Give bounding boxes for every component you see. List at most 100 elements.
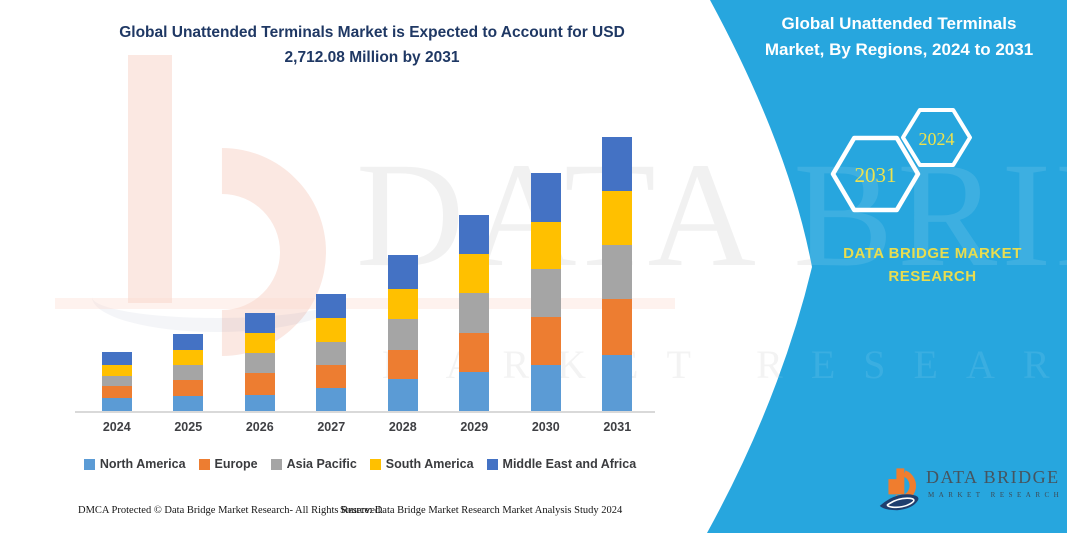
segment-north-america-2029 (459, 371, 490, 411)
segment-europe-2029 (459, 333, 490, 372)
legend-item-asia-pacific: Asia Pacific (270, 457, 357, 471)
segment-north-america-2027 (316, 388, 347, 411)
legend-swatch-asia-pacific (270, 458, 282, 470)
segment-middle-east-and-africa-2028 (387, 254, 418, 290)
bar-column-2026 (224, 130, 296, 411)
segment-asia-pacific-2027 (316, 341, 347, 365)
hexagon-2031-label: 2031 (855, 163, 897, 187)
legend-swatch-south-america (369, 458, 381, 470)
segment-north-america-2028 (387, 379, 418, 411)
page-title: Global Unattended Terminals Market is Ex… (80, 21, 664, 71)
segment-europe-2031 (602, 299, 633, 355)
footer-dmca-text: DMCA Protected © Data Bridge Market Rese… (78, 505, 383, 516)
legend-item-north-america: North America (83, 457, 186, 471)
hexagon-2024 (901, 108, 972, 167)
x-tick-2028: 2028 (388, 420, 417, 434)
bar-column-2024 (81, 130, 153, 411)
legend-item-middle-east-and-africa: Middle East and Africa (486, 457, 636, 471)
legend-item-europe: Europe (198, 457, 258, 471)
bar-2029 (459, 215, 490, 411)
segment-middle-east-and-africa-2027 (316, 293, 347, 319)
x-tick-2027: 2027 (317, 420, 346, 434)
watermark-band (55, 298, 675, 309)
segment-middle-east-and-africa-2025 (173, 333, 204, 351)
dbmr-logo-icon (879, 468, 919, 511)
segment-middle-east-and-africa-2031 (602, 137, 633, 192)
segment-europe-2030 (530, 316, 561, 365)
legend-item-south-america: South America (369, 457, 474, 471)
segment-north-america-2026 (244, 395, 275, 411)
segment-europe-2024 (101, 386, 132, 398)
bar-column-2028 (367, 130, 439, 411)
legend-swatch-europe (198, 458, 210, 470)
segment-europe-2027 (316, 364, 347, 389)
bar-2031 (602, 137, 633, 411)
watermark-logo-stem (128, 55, 172, 303)
bar-2030 (530, 173, 561, 411)
bar-2027 (316, 293, 347, 411)
logo-tagline-text: MARKET RESEARCH (928, 491, 1064, 499)
segment-asia-pacific-2024 (101, 376, 132, 387)
segment-south-america-2025 (173, 350, 204, 366)
segment-asia-pacific-2031 (602, 245, 633, 300)
x-tick-2026: 2026 (245, 420, 274, 434)
x-tick-2025: 2025 (174, 420, 203, 434)
x-tick-2030: 2030 (531, 420, 560, 434)
bar-column-2029 (439, 130, 511, 411)
segment-asia-pacific-2028 (387, 319, 418, 351)
bar-column-2025 (153, 130, 225, 411)
segment-asia-pacific-2030 (530, 269, 561, 317)
logo-b-stem (888, 468, 905, 495)
segment-south-america-2026 (244, 333, 275, 353)
side-panel-brand-text: DATA BRIDGE MARKET RESEARCH (843, 245, 1022, 285)
segment-south-america-2027 (316, 318, 347, 342)
legend-label-europe: Europe (214, 457, 258, 471)
x-axis-line (75, 411, 655, 413)
legend-label-north-america: North America (99, 457, 186, 471)
segment-europe-2026 (244, 373, 275, 395)
segment-asia-pacific-2029 (459, 293, 490, 334)
segment-north-america-2031 (602, 355, 633, 411)
bar-2028 (387, 254, 418, 411)
year-hexagons: 2031 2024 (830, 108, 972, 213)
bar-column-2031 (582, 130, 654, 411)
hexagon-2031 (830, 135, 921, 213)
hexagon-2024-label: 2024 (919, 129, 955, 149)
segment-south-america-2030 (530, 221, 561, 270)
segment-south-america-2024 (101, 365, 132, 377)
bar-2025 (173, 333, 204, 411)
segment-asia-pacific-2025 (173, 365, 204, 381)
segment-europe-2028 (387, 350, 418, 380)
bar-column-2030 (510, 130, 582, 411)
legend-label-south-america: South America (385, 457, 474, 471)
footer-source-text: Source: Data Bridge Market Research Mark… (340, 505, 623, 516)
side-panel-title: Global Unattended Terminals Market, By R… (764, 14, 1034, 59)
legend-swatch-middle-east-and-africa (486, 458, 498, 470)
segment-middle-east-and-africa-2026 (244, 313, 275, 333)
legend-swatch-north-america (83, 458, 95, 470)
segment-middle-east-and-africa-2024 (101, 352, 132, 366)
logo-swoosh-inner (886, 497, 915, 509)
legend-label-asia-pacific: Asia Pacific (286, 457, 357, 471)
segment-south-america-2031 (602, 191, 633, 246)
bar-2026 (244, 313, 275, 411)
x-tick-2029: 2029 (460, 420, 489, 434)
segment-asia-pacific-2026 (244, 353, 275, 373)
bar-column-2027 (296, 130, 368, 411)
x-tick-2031: 2031 (603, 420, 632, 434)
segment-middle-east-and-africa-2029 (459, 215, 490, 255)
segment-north-america-2025 (173, 396, 204, 411)
x-tick-2024: 2024 (102, 420, 131, 434)
segment-north-america-2030 (530, 365, 561, 411)
segment-south-america-2029 (459, 254, 490, 294)
page-title-line1: Global Unattended Terminals Market is Ex… (119, 24, 625, 41)
x-axis-labels: 2024 2025 2026 2027 2028 2029 2030 2031 (81, 420, 653, 434)
segment-north-america-2024 (101, 397, 132, 411)
page-title-line2: 2,712.08 Million by 2031 (284, 48, 460, 66)
segment-south-america-2028 (387, 289, 418, 320)
stacked-bar-chart (81, 130, 653, 411)
bar-2024 (101, 352, 132, 411)
segment-middle-east-and-africa-2030 (530, 173, 561, 222)
